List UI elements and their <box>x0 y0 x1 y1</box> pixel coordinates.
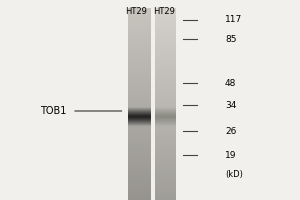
Text: 34: 34 <box>225 100 236 110</box>
Text: 117: 117 <box>225 16 242 24</box>
Text: 26: 26 <box>225 127 236 136</box>
Text: (kD): (kD) <box>225 170 243 180</box>
Text: HT29: HT29 <box>154 7 175 16</box>
Text: HT29: HT29 <box>126 7 147 16</box>
Text: 48: 48 <box>225 78 236 88</box>
Text: 19: 19 <box>225 151 236 160</box>
Text: 85: 85 <box>225 34 236 44</box>
Text: TOB1: TOB1 <box>40 106 66 116</box>
